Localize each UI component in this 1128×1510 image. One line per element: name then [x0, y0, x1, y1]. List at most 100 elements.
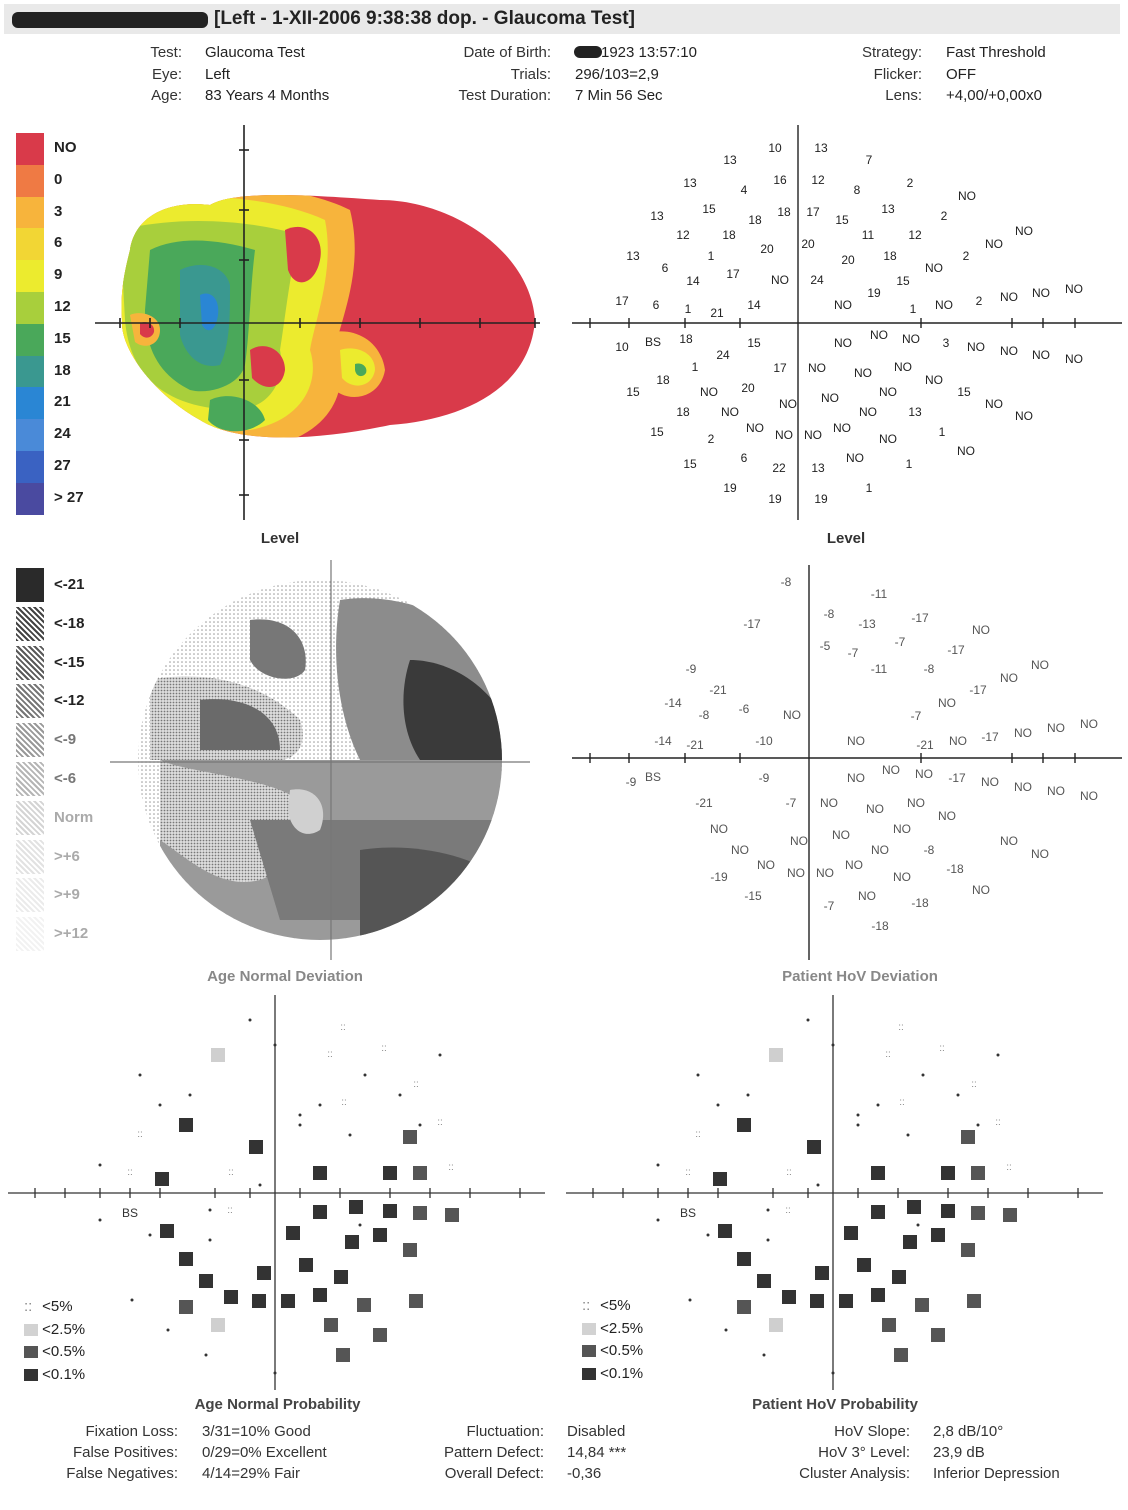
level-legend-label: 9	[54, 266, 63, 284]
probability-dot	[363, 1073, 367, 1077]
level-value: NO	[721, 405, 739, 419]
header-label: Age:	[151, 87, 182, 104]
probability-faint-mark: ::	[448, 1162, 454, 1173]
level-legend-swatch	[16, 419, 44, 452]
level-value: 18	[656, 373, 670, 387]
level-legend-label: 15	[54, 329, 71, 347]
probability-dot	[208, 1208, 212, 1212]
deviation-value: -7	[911, 709, 922, 723]
probability-dot	[348, 1133, 352, 1137]
level-value: NO	[779, 397, 797, 411]
level-value: 17	[615, 294, 629, 308]
level-value: NO	[1032, 286, 1050, 300]
probability-marker	[286, 1226, 300, 1240]
level-value: 13	[814, 141, 828, 155]
level-legend-label: NO	[54, 139, 77, 156]
deviation-legend-swatch	[16, 917, 44, 952]
level-legend-label: 12	[54, 298, 71, 315]
deviation-value: -17	[911, 611, 929, 625]
probability-dot	[916, 1223, 920, 1227]
level-value: NO	[1000, 290, 1018, 304]
probability-marker	[737, 1252, 751, 1266]
level-value: 2	[963, 249, 970, 263]
deviation-value: NO	[1000, 834, 1018, 848]
level-value: 17	[806, 205, 820, 219]
level-legend-label: 21	[54, 393, 71, 411]
level-value: 18	[748, 213, 762, 227]
level-value: NO	[935, 298, 953, 312]
deviation-value: -17	[743, 617, 761, 631]
deviation-value: -9	[686, 662, 697, 676]
probability-dot	[273, 1371, 277, 1375]
level-value: 1	[939, 425, 946, 439]
deviation-value: NO	[949, 734, 967, 748]
lens: +4,00/+0,00x0	[946, 87, 1042, 104]
probability-faint-mark: ::	[685, 1167, 691, 1178]
deviation-legend-label: >+6	[54, 847, 80, 865]
probability-marker	[373, 1228, 387, 1242]
level-value: 13	[881, 202, 895, 216]
probability-dot	[138, 1073, 142, 1077]
probability-marker	[383, 1166, 397, 1180]
legend-label: <2.5%	[600, 1319, 644, 1337]
level-legend-swatch	[16, 323, 44, 356]
footer-label: Overall Defect:	[444, 1465, 544, 1482]
footer-label: False Positives:	[72, 1444, 178, 1461]
legend-label: <0.1%	[42, 1365, 86, 1383]
probability-marker	[334, 1270, 348, 1284]
probability-dot	[762, 1353, 766, 1357]
deviation-value: -8	[781, 575, 792, 589]
probability-faint-mark: ::	[1006, 1162, 1012, 1173]
legend-item: <0.1%	[582, 1363, 643, 1386]
footer-label: Fluctuation:	[466, 1423, 544, 1440]
level-legend-swatch	[16, 133, 44, 165]
level-heatmap	[95, 125, 540, 520]
level-value: 15	[650, 425, 664, 439]
deviation-value: -11	[871, 662, 888, 676]
deviation-value: -17	[947, 643, 965, 657]
level-value: 4	[741, 183, 748, 197]
probability-dot	[273, 1043, 277, 1047]
level-value: 18	[676, 405, 690, 419]
deviation-value: -9	[759, 771, 770, 785]
probability-marker	[179, 1252, 193, 1266]
deviation-value: -17	[981, 730, 999, 744]
legend-item: :: <5%	[24, 1298, 73, 1315]
probability-marker	[160, 1224, 174, 1238]
footer-label: Pattern Defect:	[443, 1444, 544, 1461]
deviation-value: -21	[686, 738, 704, 752]
probability-marker	[807, 1140, 821, 1154]
age-normal-deviation-map	[110, 560, 530, 960]
probability-faint-mark: ::	[971, 1079, 977, 1090]
header-labels-2: Date of Birth: Trials: Test Duration:	[420, 42, 551, 107]
probability-faint-mark: ::	[939, 1043, 945, 1054]
probability-marker	[839, 1294, 853, 1308]
probability-dot	[766, 1238, 770, 1242]
level-value: NO	[1015, 409, 1033, 423]
probability-dot	[746, 1093, 750, 1097]
probability-dot	[208, 1238, 212, 1242]
probability-legend-left: :: <5% <2.5% <0.5% <0.1%	[24, 1296, 85, 1386]
probability-dot	[398, 1093, 402, 1097]
overall-defect: -0,36	[567, 1465, 602, 1482]
header-label: Trials:	[510, 65, 551, 83]
deviation-value: NO	[1047, 721, 1065, 735]
footer-labels-1: Fixation Loss: False Positives: False Ne…	[40, 1421, 178, 1484]
deviation-value: -10	[755, 734, 773, 748]
probability-marker	[179, 1300, 193, 1314]
probability-dot	[831, 1371, 835, 1375]
deviation-value: NO	[938, 696, 956, 710]
probability-marker	[815, 1266, 829, 1280]
level-value: 20	[741, 381, 755, 395]
level-value: 18	[679, 332, 693, 346]
probability-dot	[438, 1053, 442, 1057]
probability-dot	[806, 1018, 810, 1022]
deviation-legend-label: Norm	[54, 808, 94, 826]
level-legend-swatch	[16, 355, 44, 388]
probability-marker	[257, 1266, 271, 1280]
probability-dot	[766, 1208, 770, 1212]
probability-dot	[696, 1073, 700, 1077]
level-value: NO	[967, 340, 985, 354]
level-value: NO	[894, 360, 912, 374]
